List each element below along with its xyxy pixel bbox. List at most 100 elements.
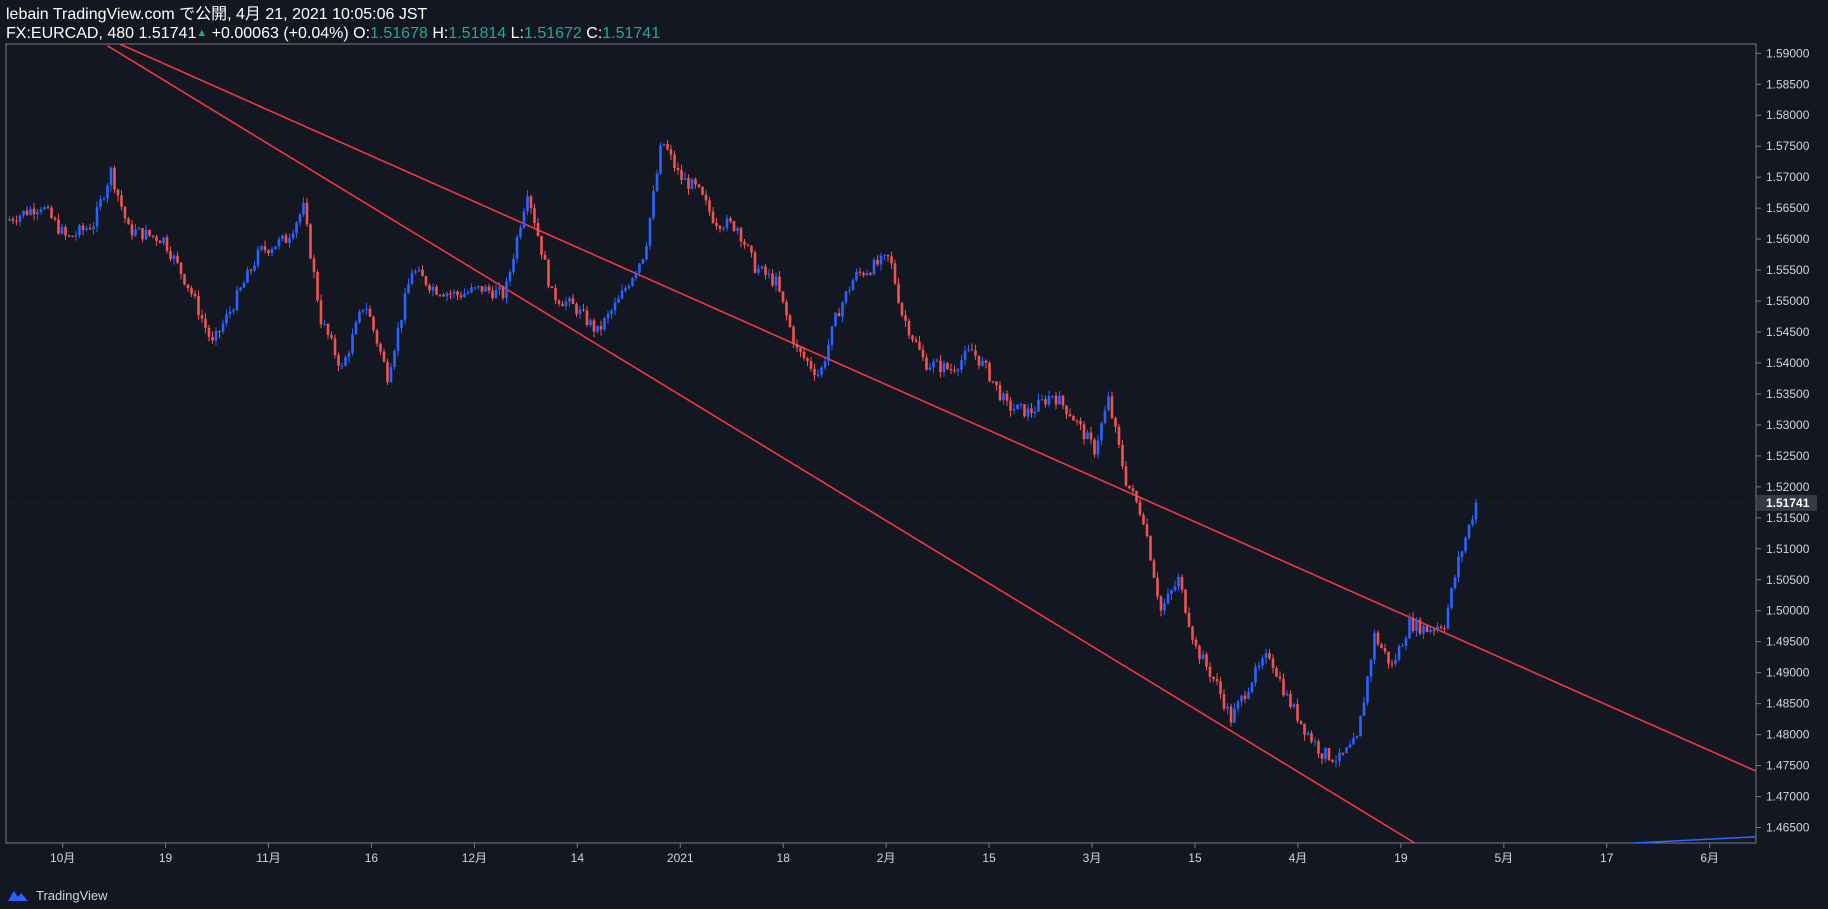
candle-body xyxy=(39,209,43,212)
y-tick-label: 1.58500 xyxy=(1766,77,1810,91)
candle-body xyxy=(1079,420,1082,425)
candle-body xyxy=(221,323,225,332)
candle-body xyxy=(697,184,701,187)
candle-body xyxy=(463,293,466,298)
price-axis[interactable]: 1.59000 1.58500 1.58000 1.57500 1.57000 1.565… xyxy=(1756,46,1817,835)
candle-body xyxy=(410,272,414,285)
candle-body xyxy=(1282,678,1285,696)
candle-body xyxy=(228,311,232,315)
candle-body xyxy=(603,318,606,330)
candle-body xyxy=(508,271,512,282)
candle-body xyxy=(1299,720,1303,724)
candle-body xyxy=(484,286,487,292)
candle-body xyxy=(1191,626,1194,640)
candle-body xyxy=(1355,736,1359,739)
candle-body xyxy=(1219,681,1222,694)
candle-body xyxy=(456,291,459,296)
candle-body xyxy=(1310,733,1313,742)
candle-body xyxy=(774,276,778,286)
candle-body xyxy=(683,178,687,180)
candle-body xyxy=(225,314,228,324)
y-tick-label: 1.56000 xyxy=(1766,232,1810,246)
candle-body xyxy=(1065,405,1068,415)
candle-body xyxy=(109,167,113,186)
candle-body xyxy=(505,281,508,299)
candle-body xyxy=(953,370,956,372)
candle-body xyxy=(326,323,330,335)
candle-body xyxy=(988,362,991,382)
candle-body xyxy=(1359,715,1362,737)
candle-body xyxy=(589,320,592,325)
projection-line xyxy=(1633,836,1756,843)
candle-body xyxy=(1457,556,1460,578)
candle-body xyxy=(120,195,123,207)
candle-body xyxy=(767,273,771,275)
y-tick-label: 1.51500 xyxy=(1766,511,1810,525)
candle-body xyxy=(246,269,249,283)
tradingview-cloud-icon xyxy=(8,891,28,901)
candle-body xyxy=(57,219,60,234)
candle-body xyxy=(1222,693,1226,709)
symbol-label[interactable]: FX:EURCAD, 480 xyxy=(6,25,135,42)
candle-body xyxy=(1289,693,1292,707)
candle-body xyxy=(1453,577,1457,588)
y-tick-label: 1.52500 xyxy=(1766,449,1810,463)
x-tick-label: 2月 xyxy=(877,851,896,865)
candle-body xyxy=(1474,502,1478,520)
candle-body xyxy=(526,196,529,212)
candle-body xyxy=(158,240,162,244)
candle-body xyxy=(1425,625,1429,632)
up-triangle-icon: ▲ xyxy=(196,27,208,39)
candle-body xyxy=(15,220,18,222)
candle-body xyxy=(403,293,407,320)
candle-body xyxy=(88,228,92,230)
x-tick-label: 19 xyxy=(159,851,173,865)
candle-body xyxy=(659,145,662,174)
candle-body xyxy=(725,218,729,229)
candle-body xyxy=(1215,679,1219,682)
candle-body xyxy=(179,262,183,275)
price-change: +0.00063 (+0.04%) xyxy=(211,25,349,42)
candle-body xyxy=(71,235,74,237)
candle-body xyxy=(519,227,522,237)
candle-body xyxy=(1058,395,1061,405)
candle-body xyxy=(162,237,165,244)
candle-body xyxy=(1072,416,1075,421)
candle-body xyxy=(1082,424,1086,440)
candle-body xyxy=(11,219,15,221)
candle-body xyxy=(1394,659,1397,664)
candle-body xyxy=(452,291,456,294)
candle-body xyxy=(421,269,424,277)
y-tick-label: 1.53000 xyxy=(1766,418,1810,432)
candle-body xyxy=(50,207,53,219)
candle-body xyxy=(1051,395,1054,397)
candle-body xyxy=(417,269,421,272)
candle-body xyxy=(1229,706,1233,723)
candle-body xyxy=(1135,491,1138,502)
candle-body xyxy=(1411,618,1415,631)
candle-body xyxy=(512,258,515,272)
time-axis[interactable]: 10月 19 11月 16 12月 14 2021 18 2月 15 3月 15 4月 19 5月 17 6月 xyxy=(50,843,1719,865)
candle-body xyxy=(113,167,116,190)
candle-body xyxy=(830,326,834,345)
candle-body xyxy=(386,361,389,383)
candle-body xyxy=(522,211,526,228)
candle-body xyxy=(1026,408,1030,417)
candle-body xyxy=(757,268,760,273)
candle-body xyxy=(575,304,578,315)
candle-body xyxy=(1422,625,1425,634)
candle-body xyxy=(764,266,767,275)
candle-body xyxy=(942,363,946,373)
candle-body xyxy=(1226,706,1229,709)
candle-body xyxy=(645,245,648,260)
candle-body xyxy=(1180,577,1184,590)
y-tick-label: 1.47000 xyxy=(1766,790,1810,804)
candle-body xyxy=(1177,577,1180,587)
x-tick-label: 16 xyxy=(365,851,379,865)
candle-body xyxy=(400,319,403,328)
candle-body xyxy=(1338,752,1341,762)
candle-body xyxy=(1373,632,1376,660)
plot-layer xyxy=(6,44,1756,843)
candle-body xyxy=(865,273,869,276)
